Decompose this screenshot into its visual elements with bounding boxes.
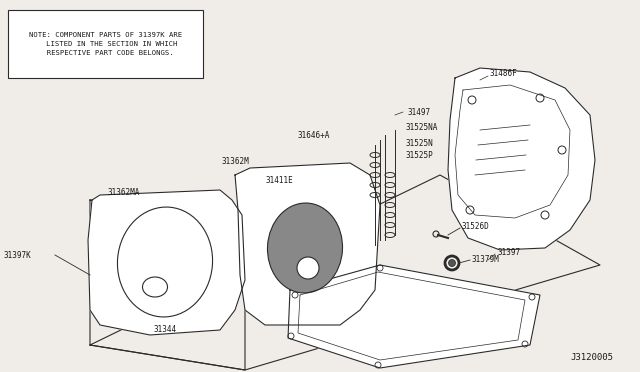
Bar	[8, 10, 203, 78]
Text: 31397K: 31397K	[3, 250, 31, 260]
Ellipse shape	[297, 257, 319, 279]
Text: J3120005: J3120005	[570, 353, 613, 362]
Text: 31362M: 31362M	[222, 157, 250, 166]
Circle shape	[449, 260, 456, 266]
Text: 31525NA: 31525NA	[405, 122, 437, 131]
Text: 31526D: 31526D	[461, 221, 489, 231]
Text: 31397: 31397	[498, 247, 521, 257]
Text: 31486F: 31486F	[490, 68, 518, 77]
Ellipse shape	[268, 203, 342, 293]
Polygon shape	[235, 163, 380, 325]
Text: 31362MA: 31362MA	[108, 187, 140, 196]
Text: 31379M: 31379M	[472, 256, 500, 264]
Text: 31646+A: 31646+A	[298, 131, 330, 140]
Text: 31411E: 31411E	[265, 176, 292, 185]
Polygon shape	[448, 68, 595, 250]
Text: 31497: 31497	[408, 108, 431, 116]
Text: 31344: 31344	[153, 326, 176, 334]
Text: 31525P: 31525P	[405, 151, 433, 160]
Polygon shape	[288, 265, 540, 368]
Text: NOTE: COMPONENT PARTS OF 31397K ARE
   LISTED IN THE SECTION IN WHICH
  RESPECTI: NOTE: COMPONENT PARTS OF 31397K ARE LIST…	[29, 32, 182, 56]
Text: 31525N: 31525N	[405, 138, 433, 148]
Polygon shape	[88, 190, 245, 335]
